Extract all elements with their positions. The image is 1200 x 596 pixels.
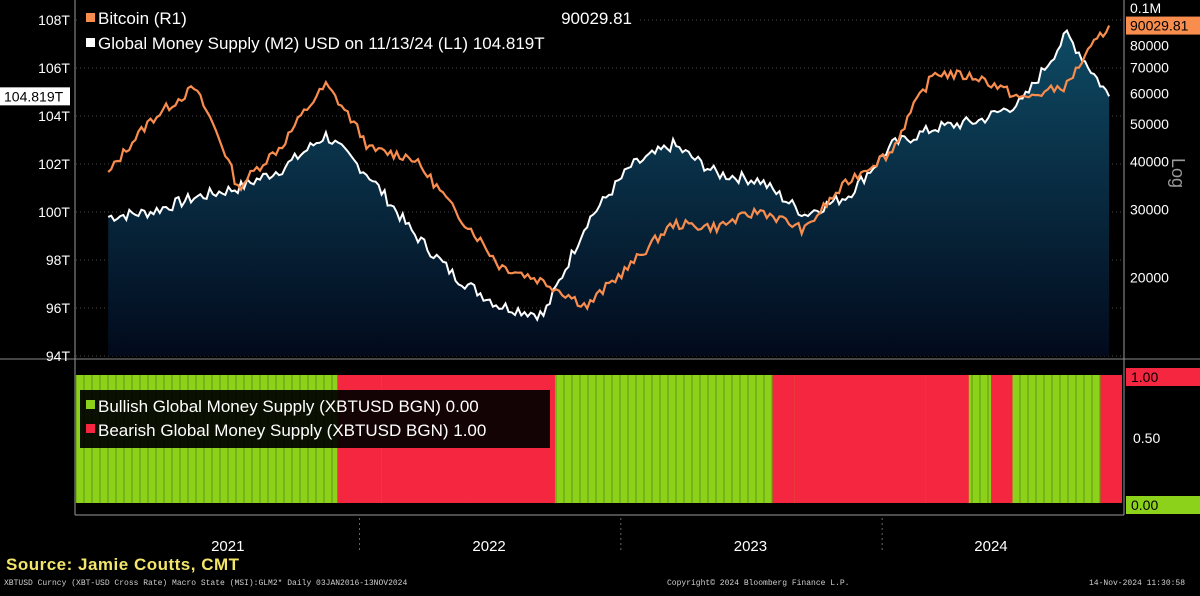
state-low-tag-box	[1126, 496, 1200, 514]
bitcoin-legend-value: 90029.81	[561, 9, 632, 28]
log-scale-label: Log	[1168, 158, 1188, 188]
bearish-state-bar	[1100, 375, 1122, 503]
left-tick-label: 100T	[38, 204, 70, 220]
left-tick-label: 108T	[38, 12, 70, 28]
bearish-state-bar	[990, 375, 1013, 503]
state-legend-box	[80, 390, 550, 448]
right-tick-label: 0.1M	[1130, 0, 1161, 16]
right-tick-label: 60000	[1130, 85, 1169, 101]
m2-last-tag-box	[0, 87, 70, 106]
left-tick-label: 104T	[38, 108, 70, 124]
source-caption: Source: Jamie Coutts, CMT	[6, 555, 240, 574]
left-tick-label: 98T	[46, 252, 71, 268]
left-tick-label: 94T	[46, 348, 71, 364]
state-low-tag: 0.00	[1131, 497, 1158, 513]
m2-legend-label: Global Money Supply (M2) USD on 11/13/24…	[98, 34, 545, 53]
bearish-state-bar	[925, 375, 969, 503]
state-high-tag: 1.00	[1131, 369, 1158, 385]
right-tick-label: 20000	[1130, 269, 1169, 285]
footer-ticker-info: XBTUSD Curncy (XBT-USD Cross Rate) Macro…	[4, 579, 408, 588]
bearish-legend-label: Bearish Global Money Supply (XBTUSD BGN)…	[98, 421, 486, 440]
bearish-state-bar	[772, 375, 795, 503]
m2-area	[108, 30, 1110, 356]
main-legend-box	[80, 6, 640, 60]
bitcoin-series-line	[107, 25, 1111, 312]
bullish-legend-swatch	[86, 400, 95, 409]
bearish-state-bar	[794, 375, 926, 503]
right-tick-label: 80000	[1130, 37, 1169, 53]
x-tick-label: 2021	[211, 538, 244, 555]
bitcoin-legend-swatch	[86, 13, 95, 22]
x-tick-label: 2024	[974, 538, 1007, 555]
right-tick-label: 50000	[1130, 116, 1169, 132]
m2-last-tag: 104.819T	[4, 88, 64, 104]
btc-last-tag-box	[1126, 16, 1200, 35]
x-tick-label: 2022	[472, 538, 505, 555]
right-tick-label: 40000	[1130, 153, 1169, 169]
state-high-tag-box	[1126, 368, 1200, 386]
m2-legend-swatch	[86, 38, 95, 47]
right-tick-label: 70000	[1130, 60, 1169, 76]
footer-timestamp: 14-Nov-2024 11:30:58	[1089, 579, 1186, 588]
state-mid-tick-label: 0.50	[1133, 430, 1160, 446]
bearish-legend-swatch	[86, 424, 95, 433]
left-tick-label: 96T	[46, 300, 71, 316]
right-tick-label: 30000	[1130, 201, 1169, 217]
m2-series-line	[107, 28, 1111, 323]
left-tick-label: 102T	[38, 156, 70, 172]
footer-copyright: Copyright© 2024 Bloomberg Finance L.P.	[667, 579, 850, 588]
bullish-legend-label: Bullish Global Money Supply (XBTUSD BGN)…	[98, 397, 479, 416]
left-tick-label: 106T	[38, 60, 70, 76]
btc-last-tag: 90029.81	[1130, 18, 1189, 34]
x-tick-label: 2023	[734, 538, 767, 555]
bitcoin-legend-label: Bitcoin (R1)	[98, 9, 187, 28]
